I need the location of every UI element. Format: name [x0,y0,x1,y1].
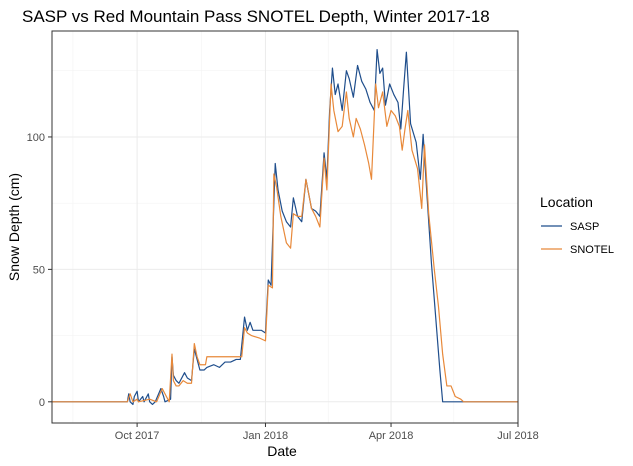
panel-border [51,30,519,424]
x-tick-label: Apr 2018 [369,430,414,442]
series-layer [52,48,518,406]
x-axis-title: Date [267,443,297,459]
legend-label-sasp: SASP [570,221,599,233]
x-tick-label: Oct 2017 [115,430,160,442]
x-tick-label: Jan 2018 [243,430,288,442]
legend-title: Location [540,194,593,210]
minor-gridlines [52,31,518,423]
legend-label-snotel: SNOTEL [570,244,614,256]
series-line-snotel [52,83,518,403]
x-axis: Oct 2017 Jan 2018 Apr 2018 Jul 2018 [115,423,539,442]
x-tick-label: Jul 2018 [497,430,539,442]
y-tick-label: 100 [27,132,45,144]
y-axis: 0 50 100 [27,132,52,409]
plot-panel [51,30,519,424]
legend: Location SASP SNOTEL [540,194,614,256]
major-gridlines [52,31,519,423]
y-axis-title: Snow Depth (cm) [6,173,22,281]
series-line-sasp [52,48,518,406]
y-tick-label: 0 [39,397,45,409]
chart-title: SASP vs Red Mountain Pass SNOTEL Depth, … [22,7,490,26]
y-tick-label: 50 [33,264,45,276]
